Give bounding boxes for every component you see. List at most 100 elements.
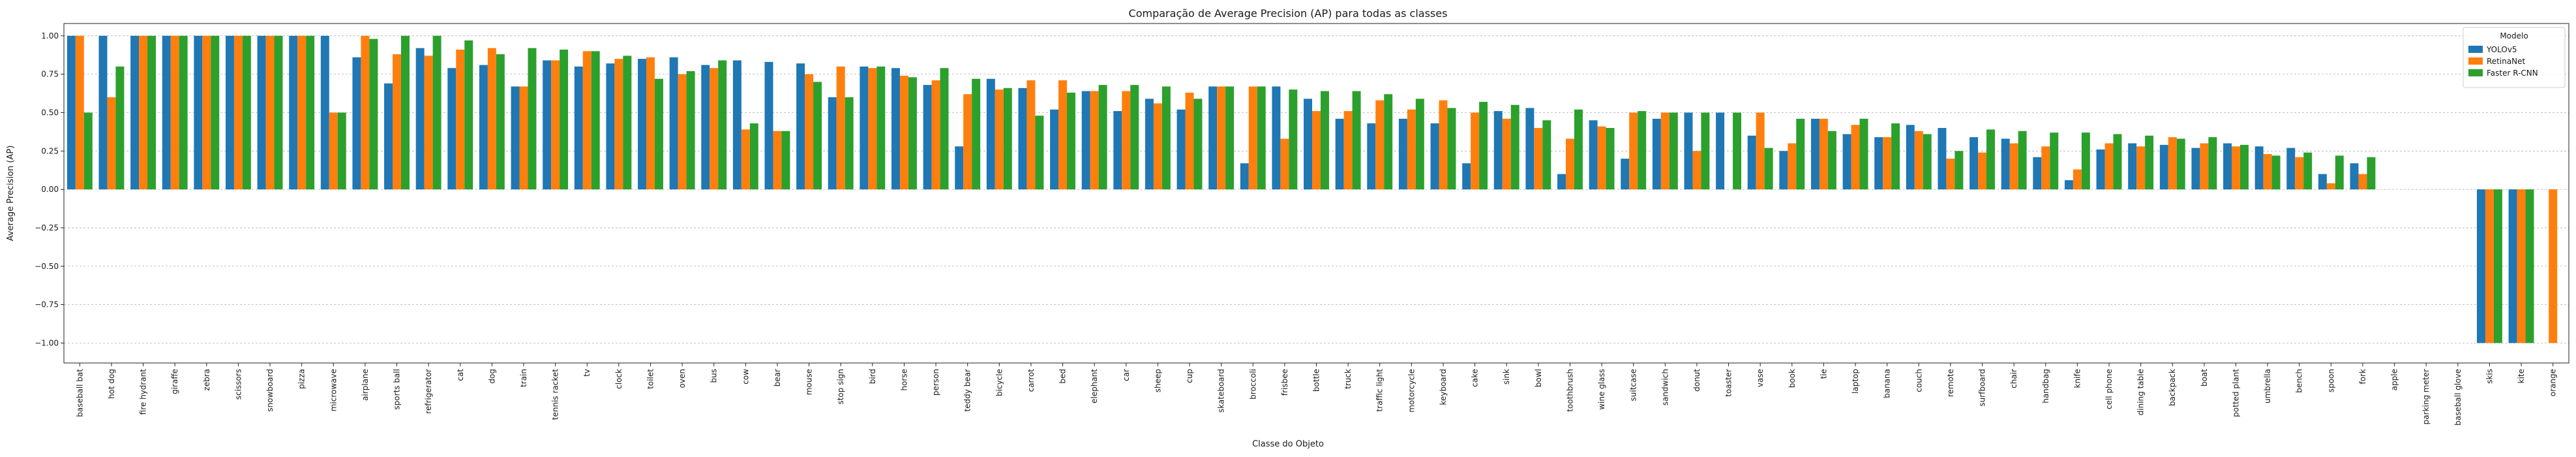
bar: [2018, 131, 2027, 190]
bar: [202, 35, 211, 190]
bar: [836, 66, 845, 190]
x-tick-label: horse: [899, 369, 908, 391]
bar: [1090, 91, 1099, 190]
x-tick-label: bus: [710, 369, 719, 383]
bar: [2168, 137, 2177, 190]
bar: [876, 66, 886, 190]
x-tick-label: airplane: [361, 369, 370, 401]
bar: [265, 35, 275, 190]
bar: [1597, 126, 1606, 190]
x-tick-label: truck: [1343, 369, 1353, 389]
bar: [654, 78, 663, 190]
bar: [1954, 151, 1964, 190]
bar: [329, 112, 338, 190]
bar: [1225, 86, 1235, 190]
x-tick-label: couch: [1914, 369, 1923, 392]
bar: [242, 35, 251, 190]
legend-title: Modelo: [2500, 31, 2528, 40]
x-tick-label: parking meter: [2421, 369, 2431, 424]
bar: [211, 35, 220, 190]
bar: [1827, 131, 1836, 190]
bar: [1629, 112, 1638, 190]
x-tick-label: clock: [614, 369, 623, 389]
bar: [955, 146, 964, 190]
chart-title: Comparação de Average Precision (AP) par…: [1129, 7, 1448, 20]
bar: [1914, 131, 1923, 190]
bar: [1525, 108, 1535, 190]
bar: [1067, 92, 1075, 190]
x-tick-label: refrigerator: [424, 369, 433, 414]
y-axis-ticks: −1.00 −0.75 −0.50 −0.25 0.00 0.25 0.50 0.75 1.00: [35, 31, 64, 347]
bar: [1747, 135, 1756, 190]
bar: [1819, 118, 1828, 190]
bar: [2232, 146, 2240, 190]
x-tick-label: bicycle: [995, 369, 1004, 396]
bar: [2104, 143, 2114, 190]
bar: [98, 35, 108, 190]
x-tick-label: elephant: [1090, 369, 1099, 403]
bar: [1050, 109, 1059, 190]
bar: [1248, 86, 1257, 190]
bar: [2271, 155, 2281, 190]
bar: [519, 86, 528, 190]
x-tick-label: backpack: [2168, 369, 2177, 406]
bar: [194, 35, 203, 190]
bar: [130, 35, 140, 190]
x-tick-label: baseball glove: [2453, 369, 2463, 426]
bar: [2286, 148, 2296, 190]
bar: [1891, 123, 1900, 190]
bar: [384, 83, 393, 190]
bar: [1859, 118, 1868, 190]
bar: [1018, 87, 1027, 190]
bar: [972, 78, 981, 190]
bar: [225, 35, 234, 190]
bar: [2191, 148, 2200, 190]
bar: [1756, 112, 1765, 190]
x-axis-ticks: baseball bat hot dog fire hydrant giraffe ze…: [75, 363, 2558, 426]
bar: [83, 112, 93, 190]
bar: [139, 35, 148, 190]
x-tick-label: bottle: [1312, 369, 1321, 392]
bar: [2318, 174, 2327, 190]
legend-swatch: [2468, 46, 2483, 53]
bar: [1289, 89, 1298, 190]
x-tick-label: baseball bat: [75, 369, 84, 417]
bar: [1280, 138, 1289, 190]
bar: [1946, 159, 1955, 190]
x-tick-label: oven: [678, 369, 687, 388]
x-tick-label: bed: [1058, 369, 1068, 384]
x-tick-label: bird: [868, 369, 877, 384]
bar: [1193, 99, 1203, 190]
bar: [179, 35, 188, 190]
bar: [320, 35, 329, 190]
bars: [67, 35, 2558, 343]
bar: [1479, 102, 1488, 190]
bar: [669, 57, 678, 190]
bar: [931, 80, 940, 190]
legend-label: RetinaNet: [2487, 57, 2526, 66]
bar: [686, 71, 695, 190]
bar: [638, 59, 646, 190]
x-axis-label: Classe do Objeto: [1252, 439, 1324, 449]
bar: [2367, 157, 2376, 190]
bar: [415, 48, 425, 190]
legend-label: Faster R-CNN: [2487, 69, 2538, 78]
bar: [1978, 152, 1987, 190]
bar: [1652, 118, 1661, 190]
bar: [1462, 163, 1471, 190]
x-tick-label: bowl: [1534, 369, 1543, 387]
x-tick-label: cell phone: [2104, 369, 2114, 409]
x-tick-label: pizza: [297, 369, 307, 389]
bar: [828, 97, 837, 190]
x-tick-label: tv: [582, 369, 592, 377]
bar: [1145, 99, 1154, 190]
bar: [424, 55, 433, 190]
x-tick-label: giraffe: [170, 369, 179, 394]
bar: [543, 60, 552, 190]
bar: [2041, 146, 2050, 190]
bar: [2549, 189, 2558, 343]
bar: [749, 123, 758, 190]
bar: [162, 35, 171, 190]
bar: [1272, 86, 1281, 190]
